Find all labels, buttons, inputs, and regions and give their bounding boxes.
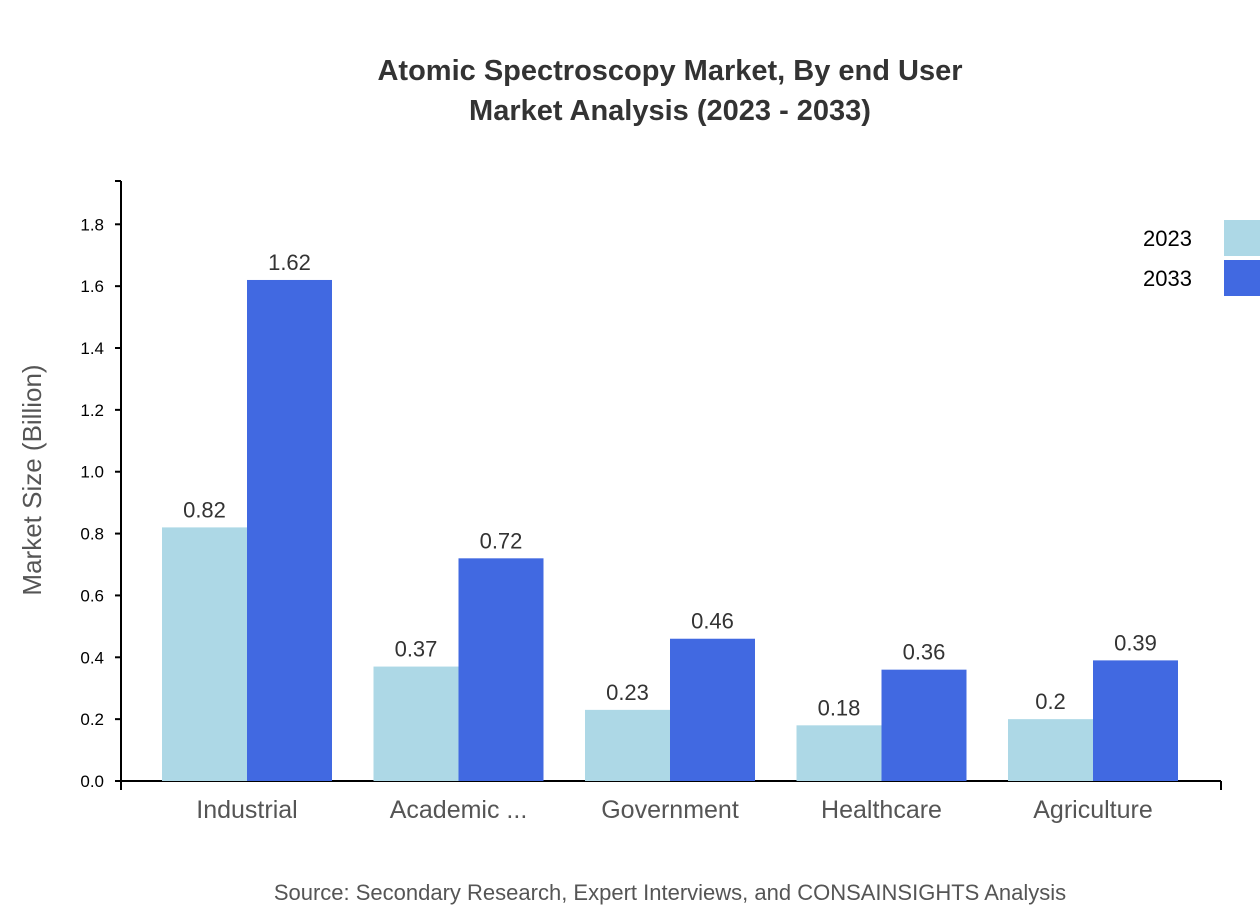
data-label: 0.2 [1035,689,1066,714]
data-label: 1.62 [268,250,311,275]
bar-2033 [881,669,967,781]
y-tick-label: 1.0 [80,463,104,482]
bar-2023 [373,666,459,781]
data-label: 0.23 [606,680,649,705]
data-label: 0.72 [480,528,523,553]
data-label: 0.18 [818,695,861,720]
legend-swatch-2023 [1224,220,1260,256]
data-label: 0.82 [183,497,226,522]
y-tick-label: 0.8 [80,525,104,544]
legend-label: 2033 [1143,266,1192,291]
bar-2033 [1093,660,1178,781]
data-label: 0.36 [903,640,946,665]
y-axis-label: Market Size (Billion) [17,364,47,595]
legend-swatch-2033 [1224,260,1260,296]
bar-2033 [247,279,332,781]
data-label: 0.46 [691,609,734,634]
y-tick-label: 0.6 [80,586,104,605]
x-tick-label: Government [601,796,739,824]
chart-title-line-2: Market Analysis (2023 - 2033) [469,95,871,127]
y-tick-label: 1.2 [80,401,104,420]
bar-2033 [670,638,755,781]
bar-2023 [162,527,247,781]
legend-label: 2023 [1143,226,1192,251]
source-note: Source: Secondary Research, Expert Inter… [274,880,1066,905]
bar-2023 [1008,719,1093,781]
y-tick-label: 0.4 [80,648,104,667]
y-tick-label: 1.4 [80,339,104,358]
bar-2023 [796,725,882,781]
y-tick-label: 0.0 [80,772,104,791]
x-tick-label: Agriculture [1033,796,1153,824]
y-tick-label: 1.6 [80,277,104,296]
legend: 2023 2033 [1143,220,1260,296]
x-tick-label: Academic ... [390,796,528,824]
y-tick-label: 1.8 [80,215,104,234]
chart-title-line-1: Atomic Spectroscopy Market, By end User [377,55,962,87]
bars: 0.82 1.62 0.37 0.72 0.23 0.46 0.18 0.36 0.2 0.39 [162,250,1178,781]
x-tick-label: Industrial [196,796,297,824]
bar-2023 [585,709,670,781]
x-axis: Industrial Academic ... Government Healthca… [120,780,1222,824]
data-label: 0.37 [395,637,438,662]
y-axis: 0.0 0.2 0.4 0.6 0.8 1.0 1.2 1.4 1.6 1.8 [80,180,122,791]
data-label: 0.39 [1114,630,1157,655]
x-tick-label: Healthcare [821,796,942,824]
y-tick-label: 0.2 [80,710,104,729]
bar-2033 [458,558,544,781]
